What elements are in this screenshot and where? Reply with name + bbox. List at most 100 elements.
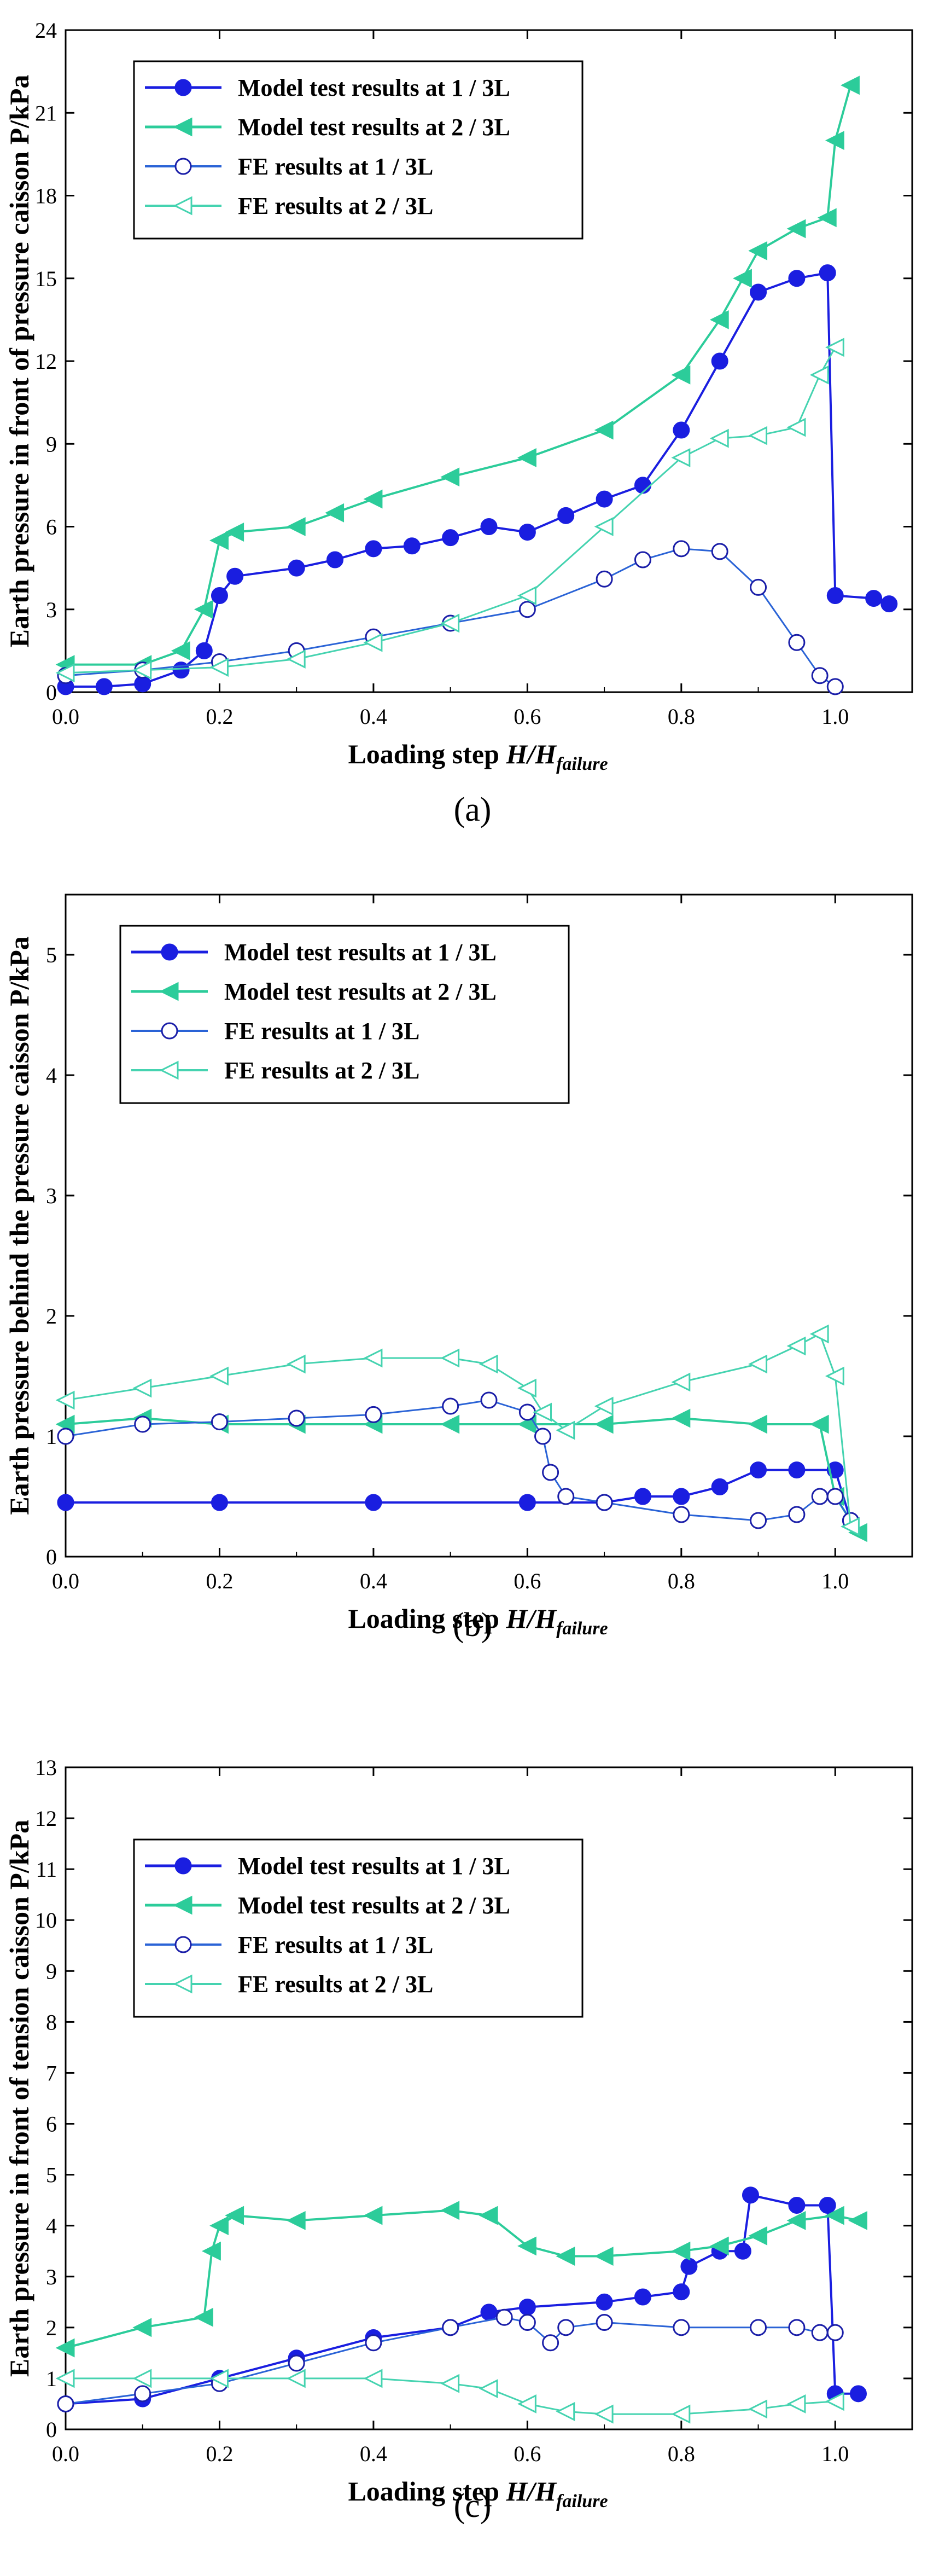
- data-point: [518, 1494, 536, 1511]
- data-point: [811, 2324, 829, 2341]
- data-point: [363, 1348, 383, 1368]
- data-point: [556, 1420, 575, 1440]
- x-tick-label: 0.4: [360, 704, 387, 729]
- x-axis-title: Loading step H/Hfailure: [348, 2476, 608, 2511]
- chart-panel-3: 0.0 0.2 0.4 0.6 0.8 1.0012345678910111213Load…: [4, 1755, 913, 2525]
- data-point: [55, 663, 75, 683]
- legend-box: [133, 1838, 584, 2018]
- y-tick-label: 8: [46, 2010, 57, 2034]
- y-tick-label: 7: [46, 2061, 57, 2085]
- data-point: [809, 365, 829, 385]
- y-tick-label: 12: [35, 349, 57, 374]
- data-point: [518, 2314, 536, 2331]
- y-tick-label: 18: [35, 184, 57, 208]
- x-tick-label: 0.6: [514, 704, 541, 729]
- data-point: [286, 649, 306, 669]
- data-point: [748, 241, 768, 260]
- data-point: [594, 517, 614, 536]
- legend-entry: FE results at 2 / 3L: [224, 1057, 419, 1084]
- data-point: [819, 2196, 836, 2214]
- data-point: [286, 517, 306, 536]
- data-point: [825, 1366, 844, 1386]
- data-point: [225, 2206, 244, 2225]
- data-point: [734, 2242, 751, 2260]
- data-point: [594, 2404, 614, 2424]
- data-point: [673, 1488, 690, 1505]
- x-tick-label: 0.2: [206, 1569, 233, 1593]
- data-point: [819, 264, 836, 282]
- legend-swatch-marker: [174, 1936, 192, 1953]
- data-point: [480, 2304, 498, 2321]
- data-point: [811, 667, 829, 684]
- data-point: [750, 283, 767, 301]
- data-point: [826, 2324, 844, 2341]
- y-tick-label: 21: [35, 101, 57, 125]
- data-point: [171, 641, 190, 660]
- y-tick-label: 10: [35, 1908, 57, 1933]
- legend-entry: FE results at 1 / 3L: [224, 1018, 419, 1045]
- data-point: [518, 2299, 536, 2316]
- legend: Model test results at 1 / 3L Model test r…: [119, 925, 570, 1104]
- series-1: [57, 264, 898, 695]
- data-point: [211, 1413, 228, 1431]
- data-point: [634, 1488, 651, 1505]
- series-line: [66, 271, 890, 688]
- y-tick-label: 3: [46, 597, 57, 622]
- legend-swatch-marker: [161, 1022, 178, 1040]
- legend-entry: Model test results at 1 / 3L: [238, 1853, 510, 1879]
- data-point: [209, 2369, 229, 2388]
- data-point: [209, 531, 229, 550]
- data-point: [557, 2319, 575, 2336]
- data-point: [495, 2308, 513, 2326]
- x-tick-label: 0.8: [668, 1569, 695, 1593]
- plot-frame: [65, 1766, 913, 2430]
- data-point: [680, 2258, 698, 2275]
- data-point: [479, 1354, 498, 1374]
- data-point: [748, 2399, 768, 2419]
- data-point: [786, 219, 806, 239]
- panel-label: (b): [453, 1606, 492, 1644]
- y-tick-label: 0: [46, 1545, 57, 1569]
- chart-panel-1: 0.0 0.2 0.4 0.6 0.8 1.0 0 3 6 9 12 15 18 21 24 Loading …: [4, 18, 913, 828]
- data-point: [788, 2319, 806, 2336]
- data-point: [750, 1512, 767, 1529]
- data-point: [363, 2206, 383, 2225]
- data-point: [480, 518, 498, 535]
- data-point: [286, 1354, 306, 1374]
- data-point: [711, 352, 728, 370]
- data-point: [809, 1414, 829, 1434]
- legend: Model test results at 1 / 3L Model test r…: [133, 60, 584, 240]
- y-tick-label: 5: [46, 943, 57, 967]
- legend-entry: Model test results at 2 / 3L: [238, 114, 510, 141]
- x-tick-label: 0.8: [668, 704, 695, 729]
- data-point: [788, 634, 806, 651]
- data-point: [709, 310, 729, 329]
- data-point: [594, 1414, 614, 1434]
- data-point: [788, 2196, 806, 2214]
- series-line: [66, 85, 852, 666]
- data-point: [479, 2379, 498, 2398]
- series-4: [55, 2369, 844, 2424]
- data-point: [132, 2369, 152, 2388]
- data-point: [817, 208, 837, 228]
- data-point: [403, 537, 421, 555]
- y-axis-title: Earth pressure in front of pressure cais…: [4, 75, 34, 648]
- data-point: [132, 1378, 152, 1398]
- series-2: [55, 76, 860, 675]
- data-point: [671, 2241, 691, 2261]
- data-point: [849, 2385, 867, 2403]
- data-point: [634, 477, 651, 494]
- y-tick-label: 13: [35, 1755, 57, 1780]
- data-point: [542, 2334, 559, 2352]
- x-tick-label: 0.0: [52, 704, 79, 729]
- data-point: [788, 1506, 806, 1523]
- data-point: [209, 658, 229, 677]
- data-point: [594, 2247, 614, 2266]
- data-point: [733, 269, 752, 288]
- y-tick-label: 9: [46, 432, 57, 456]
- y-tick-label: 15: [35, 266, 57, 291]
- x-tick-label: 0.0: [52, 2441, 79, 2466]
- data-point: [132, 660, 152, 680]
- data-point: [809, 1324, 829, 1344]
